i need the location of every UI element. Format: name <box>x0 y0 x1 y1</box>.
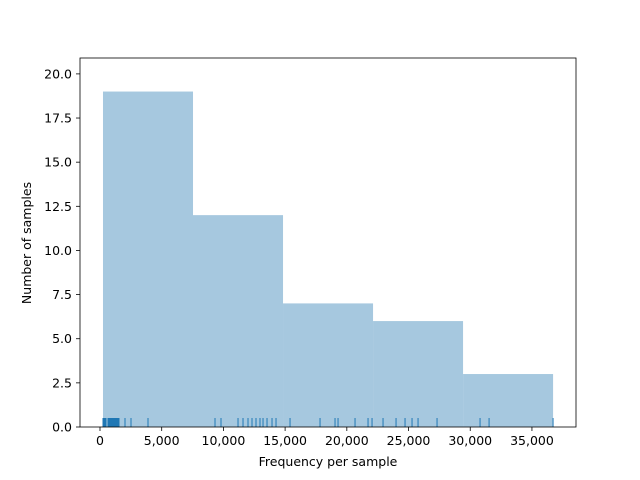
y-tick-label: 0.0 <box>52 420 72 435</box>
y-tick-label: 10.0 <box>44 243 72 258</box>
x-tick-label: 5,000 <box>144 433 180 448</box>
x-tick-label: 0 <box>96 433 104 448</box>
x-tick-label: 30,000 <box>448 433 492 448</box>
x-axis-label: Frequency per sample <box>259 454 398 469</box>
y-tick-label: 20.0 <box>44 66 72 81</box>
histogram-bar <box>283 303 374 427</box>
x-tick-label: 10,000 <box>202 433 246 448</box>
y-axis-label: Number of samples <box>19 182 34 304</box>
y-tick-label: 7.5 <box>52 287 72 302</box>
y-tick-label: 5.0 <box>52 331 72 346</box>
y-tick-label: 15.0 <box>44 155 72 170</box>
y-tick-label: 2.5 <box>52 375 72 390</box>
y-tick-label: 17.5 <box>44 111 72 126</box>
x-tick-label: 20,000 <box>325 433 369 448</box>
x-tick-label: 25,000 <box>387 433 431 448</box>
histogram-bar <box>193 215 284 427</box>
y-tick-label: 12.5 <box>44 199 72 214</box>
histogram-bar <box>463 374 554 427</box>
plot-frame <box>79 57 577 428</box>
histogram-bar <box>102 91 194 427</box>
x-tick-label: 15,000 <box>263 433 307 448</box>
x-tick-label: 35,000 <box>510 433 554 448</box>
histogram-bar <box>373 321 464 427</box>
